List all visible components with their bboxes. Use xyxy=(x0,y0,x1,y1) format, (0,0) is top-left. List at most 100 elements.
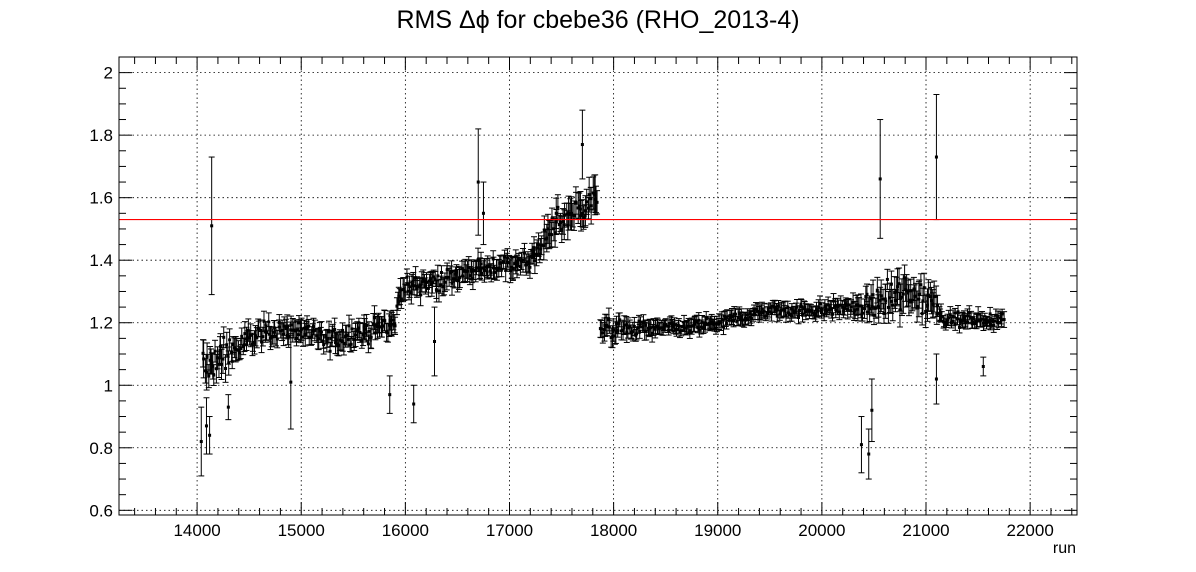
data-point xyxy=(934,294,938,298)
data-point xyxy=(362,325,366,329)
data-point xyxy=(420,280,424,284)
y-tick-label: 1.8 xyxy=(89,126,113,145)
data-point xyxy=(216,356,220,360)
data-point xyxy=(318,329,322,333)
data-point xyxy=(919,283,923,287)
data-point xyxy=(934,155,938,159)
data-point xyxy=(363,327,367,331)
data-point xyxy=(589,204,593,208)
data-point xyxy=(868,307,872,311)
data-point xyxy=(985,319,989,323)
data-point xyxy=(426,286,430,290)
data-point xyxy=(634,333,638,337)
data-point xyxy=(617,321,621,325)
data-point xyxy=(778,312,782,316)
data-point xyxy=(580,143,584,147)
data-point xyxy=(981,321,985,325)
data-point xyxy=(611,328,615,332)
data-point xyxy=(779,308,783,312)
data-point xyxy=(259,328,263,332)
data-point xyxy=(685,324,689,328)
data-point xyxy=(282,332,286,336)
data-point xyxy=(367,329,371,333)
data-point xyxy=(489,271,493,275)
data-point xyxy=(836,304,840,308)
data-point xyxy=(329,336,333,340)
data-point xyxy=(558,220,562,224)
data-point xyxy=(411,279,415,283)
data-point xyxy=(975,319,979,323)
data-point xyxy=(898,308,902,312)
data-point xyxy=(700,320,704,324)
data-point xyxy=(852,311,856,315)
data-point xyxy=(511,266,515,270)
data-point xyxy=(211,364,215,368)
data-point xyxy=(618,318,622,322)
data-point xyxy=(804,310,808,314)
data-point xyxy=(874,306,878,310)
data-point xyxy=(484,265,488,269)
data-point xyxy=(507,261,511,265)
data-point xyxy=(491,266,495,270)
data-point xyxy=(205,370,209,374)
data-point xyxy=(204,424,208,428)
data-point xyxy=(539,247,543,251)
data-point xyxy=(736,316,740,320)
data-point xyxy=(254,334,258,338)
data-point xyxy=(650,331,654,335)
data-point xyxy=(926,294,930,298)
data-point xyxy=(766,307,770,311)
data-point xyxy=(936,304,940,308)
data-point xyxy=(796,315,800,319)
data-point xyxy=(853,308,857,312)
data-point xyxy=(786,311,790,315)
data-point xyxy=(797,309,801,313)
data-point xyxy=(878,298,882,302)
data-point xyxy=(221,357,225,361)
data-point xyxy=(391,318,395,322)
data-point xyxy=(565,212,569,216)
data-point xyxy=(478,266,482,270)
data-point xyxy=(912,287,916,291)
data-point xyxy=(395,304,399,308)
data-point xyxy=(521,258,525,262)
data-point xyxy=(481,211,485,215)
data-point xyxy=(481,266,485,270)
data-point xyxy=(305,325,309,329)
data-point xyxy=(765,311,769,315)
data-point xyxy=(471,277,475,281)
data-point xyxy=(938,313,942,317)
data-point xyxy=(841,305,845,309)
data-point xyxy=(907,298,911,302)
data-point xyxy=(297,321,301,325)
data-point xyxy=(640,325,644,329)
data-point xyxy=(602,328,606,332)
data-point xyxy=(357,326,361,330)
data-point xyxy=(775,314,779,318)
data-point xyxy=(605,325,609,329)
data-point xyxy=(428,277,432,281)
data-point xyxy=(275,337,279,341)
data-point xyxy=(495,268,499,272)
data-point xyxy=(574,201,578,205)
data-point xyxy=(545,236,549,240)
data-point xyxy=(227,361,231,365)
data-point xyxy=(761,311,765,315)
data-point xyxy=(208,433,212,437)
data-point xyxy=(701,326,705,330)
x-tick-label: 21000 xyxy=(902,521,949,540)
data-point xyxy=(878,177,882,181)
data-point xyxy=(428,279,432,283)
data-point xyxy=(839,303,843,307)
data-point xyxy=(857,304,861,308)
data-point xyxy=(846,307,850,311)
data-point xyxy=(867,452,871,456)
data-point xyxy=(614,330,618,334)
y-tick-label: 1.6 xyxy=(89,189,113,208)
data-point xyxy=(257,327,261,331)
data-point xyxy=(303,333,307,337)
data-point xyxy=(365,323,369,327)
data-point xyxy=(374,323,378,327)
data-point xyxy=(313,328,317,332)
data-point xyxy=(695,319,699,323)
